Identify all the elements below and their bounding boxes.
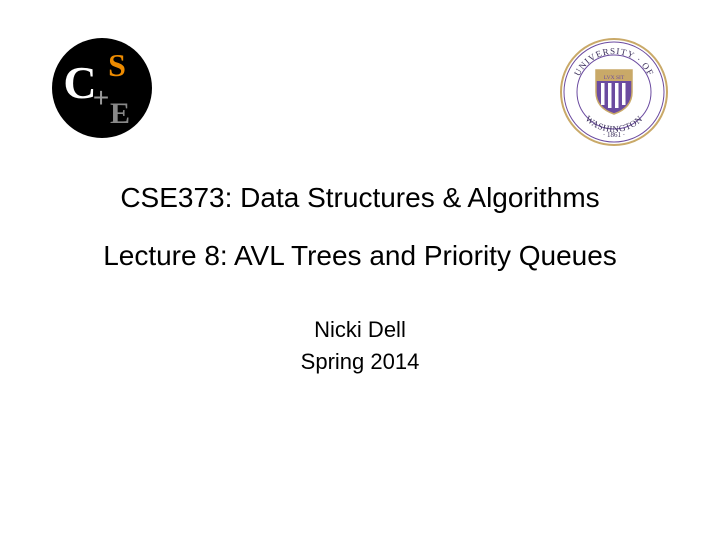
lecture-title: Lecture 8: AVL Trees and Priority Queues <box>40 238 680 274</box>
svg-text:C: C <box>63 57 96 108</box>
svg-text:+: + <box>93 82 109 113</box>
uw-seal: UNIVERSITY · OF WASHINGTON · 1861 · LVX … <box>560 38 668 146</box>
course-title: CSE373: Data Structures & Algorithms <box>40 180 680 216</box>
svg-text:S: S <box>108 47 126 83</box>
author-block: Nicki Dell Spring 2014 <box>0 317 720 375</box>
svg-text:LVX SIT: LVX SIT <box>604 75 625 81</box>
cse-logo: C S + E <box>52 38 152 138</box>
term: Spring 2014 <box>0 349 720 375</box>
title-block: CSE373: Data Structures & Algorithms Lec… <box>0 180 720 275</box>
author-name: Nicki Dell <box>0 317 720 343</box>
svg-text:· 1861 ·: · 1861 · <box>603 131 625 139</box>
logo-row: C S + E UNIVERSITY · OF WASHINGTON · 186… <box>0 0 720 146</box>
svg-text:E: E <box>110 97 130 130</box>
